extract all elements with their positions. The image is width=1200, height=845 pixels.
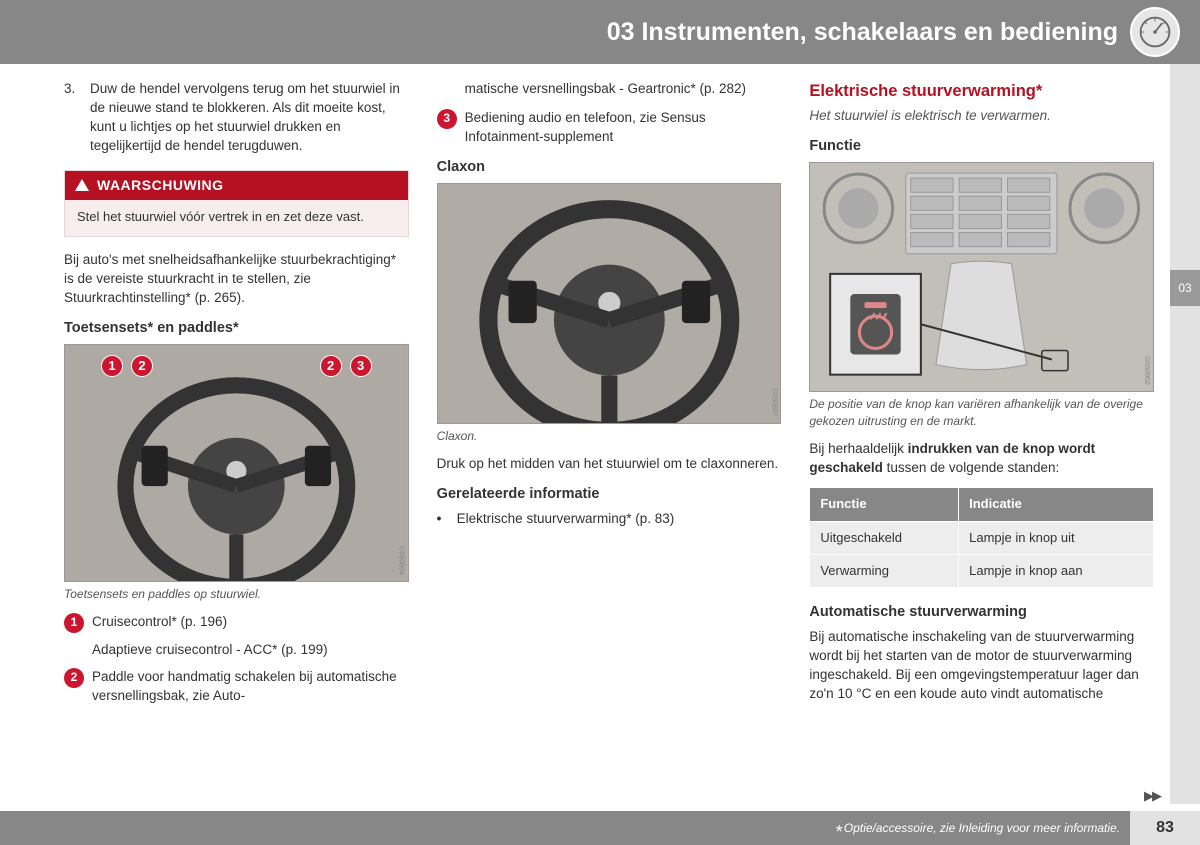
gauge-icon bbox=[1130, 7, 1180, 57]
legend-text-3: Bediening audio en telefoon, zie Sensus … bbox=[465, 109, 782, 147]
step-text: Duw de hendel vervolgens terug om het st… bbox=[90, 80, 409, 156]
legend-item: Adaptieve cruisecontrol - ACC* (p. 199) bbox=[64, 641, 409, 660]
image-code: G050897 bbox=[769, 388, 779, 417]
step-number: 3. bbox=[64, 80, 82, 156]
table-row: Verwarming Lampje in knop aan bbox=[810, 554, 1154, 587]
footer-note: Optie/accessoire, zie Inleiding voor mee… bbox=[844, 820, 1120, 837]
para-auto: Bij automatische inschakeling van de stu… bbox=[809, 628, 1154, 704]
heading-auto: Automatische stuurverwarming bbox=[809, 602, 1154, 622]
image-code: G050902 bbox=[1141, 356, 1151, 385]
image-caption-stuur: De positie van de knop kan variëren afha… bbox=[809, 396, 1154, 430]
chapter-header: 03 Instrumenten, schakelaars en bedienin… bbox=[0, 0, 1200, 64]
legend-item: 2 Paddle voor handmatig schakelen bij au… bbox=[64, 668, 409, 706]
image-caption-toetsensets: Toetsensets en paddles op stuurwiel. bbox=[64, 586, 409, 603]
legend-text-2: Paddle voor handmatig schakelen bij auto… bbox=[92, 668, 409, 706]
th-functie: Functie bbox=[810, 488, 959, 521]
column-3: Elektrische stuurverwarming* Het stuurwi… bbox=[809, 80, 1154, 714]
warning-triangle-icon bbox=[75, 179, 89, 191]
heading-claxon: Claxon bbox=[437, 157, 782, 177]
steering-wheel-icon bbox=[65, 345, 408, 581]
column-1: 3. Duw de hendel vervolgens terug om het… bbox=[64, 80, 409, 714]
legend-item: 1 Cruisecontrol* (p. 196) bbox=[64, 613, 409, 633]
continuation-marker-icon: ▶▶ bbox=[1144, 787, 1160, 805]
table-row: Uitgeschakeld Lampje in knop uit bbox=[810, 521, 1154, 554]
warning-box: WAARSCHUWING Stel het stuurwiel vóór ver… bbox=[64, 170, 409, 238]
page-number: 83 bbox=[1130, 811, 1200, 845]
para-claxon: Druk op het midden van het stuurwiel om … bbox=[437, 455, 782, 474]
legend-item: 3 Bediening audio en telefoon, zie Sensu… bbox=[437, 109, 782, 147]
td: Verwarming bbox=[810, 554, 959, 587]
callout-1: 1 bbox=[101, 355, 123, 377]
image-caption-claxon: Claxon. bbox=[437, 428, 782, 445]
step-3: 3. Duw de hendel vervolgens terug om het… bbox=[64, 80, 409, 156]
legend-text-acc: Adaptieve cruisecontrol - ACC* (p. 199) bbox=[92, 641, 409, 660]
image-toetsensets: 1 2 2 3 G050894 bbox=[64, 344, 409, 582]
related-list: Elektrische stuurverwarming* (p. 83) bbox=[437, 510, 782, 529]
side-bar: 03 bbox=[1170, 64, 1200, 804]
function-table: Functie Indicatie Uitgeschakeld Lampje i… bbox=[809, 487, 1154, 588]
heading-related: Gerelateerde informatie bbox=[437, 484, 782, 504]
page-body: 3. Duw de hendel vervolgens terug om het… bbox=[64, 80, 1154, 800]
legend-num-2-icon: 2 bbox=[64, 668, 84, 688]
image-claxon: G050897 bbox=[437, 183, 782, 424]
related-item: Elektrische stuurverwarming* (p. 83) bbox=[437, 510, 782, 529]
warning-body: Stel het stuurwiel vóór vertrek in en ze… bbox=[65, 200, 408, 236]
heading-toetsensets: Toetsensets* en paddles* bbox=[64, 318, 409, 338]
cont-text: matische versnellingsbak - Geartronic* (… bbox=[437, 80, 782, 99]
td: Uitgeschakeld bbox=[810, 521, 959, 554]
image-stuurverwarming: G050902 bbox=[809, 162, 1154, 392]
legend-num-3-icon: 3 bbox=[437, 109, 457, 129]
callout-2b: 2 bbox=[320, 355, 342, 377]
legend-text-1: Cruisecontrol* (p. 196) bbox=[92, 613, 409, 632]
intro-text: Het stuurwiel is elektrisch te verwarmen… bbox=[809, 107, 1154, 126]
callout-3: 3 bbox=[350, 355, 372, 377]
th-indicatie: Indicatie bbox=[959, 488, 1154, 521]
chapter-title: 03 Instrumenten, schakelaars en bedienin… bbox=[607, 15, 1118, 50]
steering-wheel-icon bbox=[438, 184, 781, 424]
legend-num-1-icon: 1 bbox=[64, 613, 84, 633]
para-stuurbekrachtiging: Bij auto's met snelheidsafhankelijke stu… bbox=[64, 251, 409, 308]
td: Lampje in knop uit bbox=[959, 521, 1154, 554]
callout-2: 2 bbox=[131, 355, 153, 377]
side-tab: 03 bbox=[1170, 270, 1200, 306]
heading-stuurverwarming: Elektrische stuurverwarming* bbox=[809, 80, 1154, 103]
heading-functie: Functie bbox=[809, 136, 1154, 156]
footer-bar: * Optie/accessoire, zie Inleiding voor m… bbox=[0, 811, 1200, 845]
column-2: matische versnellingsbak - Geartronic* (… bbox=[437, 80, 782, 714]
warning-label: WAARSCHUWING bbox=[97, 176, 224, 196]
para-indrukken: Bij herhaaldelijk indrukken van de knop … bbox=[809, 440, 1154, 478]
warning-header: WAARSCHUWING bbox=[65, 171, 408, 201]
image-code: G050894 bbox=[396, 546, 406, 575]
center-console-icon bbox=[810, 163, 1153, 392]
td: Lampje in knop aan bbox=[959, 554, 1154, 587]
